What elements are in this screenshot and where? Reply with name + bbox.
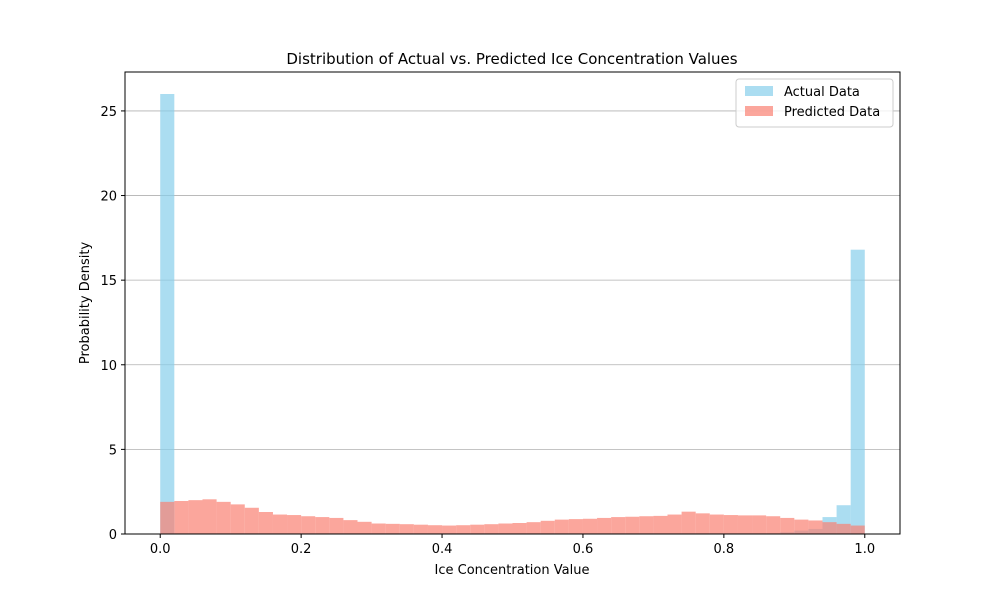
bar-1-43 [766, 516, 781, 534]
bar-1-11 [315, 517, 330, 534]
bar-1-12 [329, 517, 344, 534]
y-tick-label: 15 [100, 274, 117, 289]
bar-1-5 [230, 504, 245, 534]
bar-1-29 [568, 519, 583, 534]
bar-1-7 [258, 512, 273, 534]
bar-1-26 [526, 522, 541, 534]
bars-layer [160, 94, 865, 534]
bar-1-24 [498, 523, 513, 534]
x-tick-label: 0.4 [432, 542, 453, 557]
bar-1-17 [399, 524, 414, 534]
bar-1-30 [582, 518, 598, 534]
bar-1-25 [512, 523, 527, 534]
bar-1-8 [272, 514, 288, 534]
bar-1-20 [442, 525, 457, 534]
bar-1-45 [794, 519, 809, 534]
x-axis-label: Ice Concentration Value [435, 563, 590, 578]
x-tick-label: 0.6 [573, 542, 594, 557]
bar-0-0 [160, 94, 175, 534]
bar-1-6 [244, 507, 259, 534]
x-tick-label: 0.8 [714, 542, 735, 557]
y-axis-label: Probability Density [78, 242, 93, 365]
series-0 [160, 94, 865, 534]
bar-1-48 [836, 523, 851, 534]
bar-1-37 [681, 511, 696, 534]
legend-box [735, 78, 894, 128]
y-tick-label: 10 [100, 359, 117, 374]
y-tick-label: 0 [109, 528, 117, 543]
bar-1-44 [780, 517, 795, 534]
bar-1-1 [174, 501, 189, 534]
grid-layer [125, 110, 900, 450]
chart-title: Distribution of Actual vs. Predicted Ice… [286, 50, 737, 68]
bar-1-47 [822, 522, 837, 534]
plot-frame [124, 71, 901, 535]
bar-1-40 [723, 515, 738, 534]
bar-1-3 [202, 499, 217, 534]
bar-1-14 [357, 521, 372, 534]
bar-1-21 [456, 525, 471, 534]
bar-1-18 [413, 524, 428, 534]
legend-label-actual: Actual Data [784, 85, 860, 100]
legend: Actual Data Predicted Data [735, 78, 894, 128]
y-tick-label: 20 [100, 190, 117, 205]
x-tick-label: 0.0 [150, 542, 171, 557]
bar-1-2 [188, 500, 203, 534]
bar-1-4 [216, 501, 231, 534]
bar-1-41 [737, 515, 753, 534]
bar-1-28 [554, 519, 569, 534]
bar-1-46 [808, 520, 823, 534]
legend-label-predicted: Predicted Data [784, 105, 880, 120]
bar-1-36 [667, 514, 682, 534]
bar-1-9 [287, 515, 302, 534]
bar-1-39 [709, 514, 724, 534]
bar-1-16 [385, 523, 400, 534]
bar-1-0 [160, 501, 175, 534]
y-tick-label: 25 [100, 105, 117, 120]
bar-1-10 [301, 516, 316, 534]
bar-1-13 [343, 520, 358, 534]
bar-1-22 [470, 524, 485, 534]
bar-1-49 [850, 525, 865, 534]
bar-1-34 [639, 516, 654, 534]
bar-1-38 [695, 513, 710, 534]
ticks-layer: 0.0 0.2 0.4 0.6 0.8 1.0 0 5 10 15 20 25 [100, 105, 875, 557]
bar-0-49 [850, 249, 865, 534]
series-1 [160, 499, 865, 534]
bar-1-42 [752, 515, 767, 534]
legend-swatch-predicted [745, 106, 773, 116]
bar-1-15 [371, 523, 386, 534]
bar-1-27 [540, 520, 555, 534]
x-tick-label: 1.0 [854, 542, 875, 557]
bar-1-35 [653, 515, 668, 534]
bar-1-23 [484, 524, 499, 534]
legend-swatch-actual [745, 86, 773, 96]
bar-1-19 [427, 525, 443, 534]
bar-1-32 [611, 517, 626, 534]
bar-1-31 [597, 517, 612, 534]
y-tick-label: 5 [109, 443, 117, 458]
x-tick-label: 0.2 [291, 542, 312, 557]
bar-1-33 [625, 516, 640, 534]
